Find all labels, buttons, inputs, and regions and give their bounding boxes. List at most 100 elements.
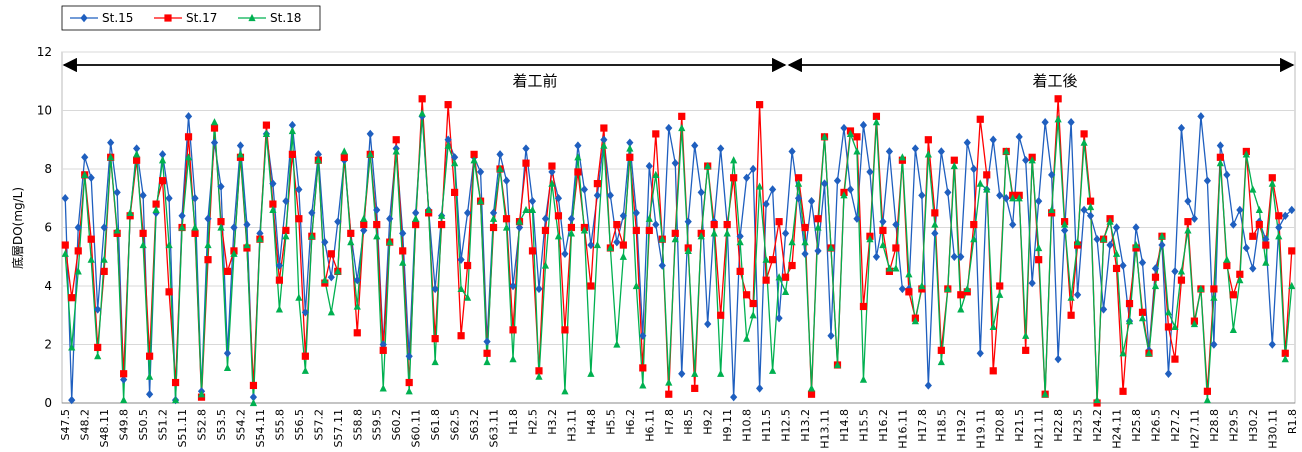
marker bbox=[639, 331, 647, 340]
marker bbox=[762, 199, 770, 209]
y-tick-label: 2 bbox=[44, 338, 52, 352]
marker bbox=[457, 332, 465, 340]
marker bbox=[781, 273, 790, 281]
x-tick-label: H28.8 bbox=[1208, 409, 1221, 442]
marker bbox=[691, 384, 699, 392]
marker bbox=[451, 188, 459, 196]
marker bbox=[840, 123, 848, 133]
marker bbox=[859, 375, 868, 383]
marker bbox=[61, 241, 69, 249]
marker bbox=[554, 232, 563, 240]
x-tick-label: H9.2 bbox=[702, 409, 715, 435]
marker bbox=[561, 387, 569, 395]
marker bbox=[528, 247, 537, 255]
marker bbox=[671, 229, 679, 237]
x-tick-label: H4.8 bbox=[585, 409, 598, 435]
marker bbox=[756, 101, 764, 109]
marker bbox=[68, 294, 76, 302]
x-tick-label: H30.11 bbox=[1266, 409, 1279, 449]
marker bbox=[223, 349, 232, 358]
marker bbox=[814, 246, 822, 256]
marker bbox=[282, 226, 290, 235]
marker bbox=[970, 235, 978, 243]
x-tick-label: H9.11 bbox=[721, 409, 734, 442]
marker bbox=[444, 135, 452, 144]
marker bbox=[1125, 299, 1134, 308]
x-tick-label: H23.5 bbox=[1072, 409, 1085, 442]
annotation: 着工後 bbox=[1032, 72, 1077, 90]
marker bbox=[872, 112, 881, 120]
marker bbox=[853, 214, 861, 223]
x-tick-label: S52.8 bbox=[196, 409, 209, 440]
marker bbox=[736, 267, 744, 275]
marker bbox=[1054, 95, 1062, 103]
marker bbox=[87, 173, 95, 182]
marker bbox=[282, 232, 290, 240]
marker bbox=[859, 302, 868, 311]
x-tick-label: H26.5 bbox=[1149, 409, 1162, 442]
marker bbox=[1203, 395, 1211, 404]
marker bbox=[807, 390, 816, 398]
marker bbox=[178, 211, 186, 220]
marker bbox=[399, 247, 407, 255]
marker bbox=[801, 238, 809, 246]
marker bbox=[931, 220, 939, 228]
marker bbox=[1028, 278, 1036, 288]
x-tick-label: H30.2 bbox=[1247, 409, 1260, 442]
x-tick-label: H6.11 bbox=[643, 409, 656, 442]
marker bbox=[522, 205, 530, 214]
marker bbox=[1080, 205, 1088, 215]
marker bbox=[217, 218, 225, 226]
marker bbox=[217, 182, 225, 191]
marker bbox=[158, 177, 167, 185]
marker bbox=[191, 194, 199, 203]
marker bbox=[736, 238, 744, 246]
x-tick-label: H19.2 bbox=[955, 409, 968, 442]
x-tick-label: H29.5 bbox=[1227, 409, 1240, 442]
marker bbox=[451, 159, 459, 167]
marker bbox=[457, 255, 465, 264]
marker bbox=[249, 398, 258, 407]
marker bbox=[574, 168, 582, 176]
marker bbox=[996, 282, 1004, 290]
x-tick-label: S55.8 bbox=[273, 409, 286, 440]
marker bbox=[81, 170, 89, 178]
marker bbox=[879, 217, 887, 226]
x-tick-label: S49.8 bbox=[118, 409, 131, 440]
x-tick-label: S54.2 bbox=[234, 409, 247, 440]
marker bbox=[509, 281, 517, 291]
marker bbox=[522, 159, 530, 167]
marker bbox=[704, 319, 712, 329]
marker bbox=[1061, 220, 1069, 228]
marker bbox=[386, 238, 394, 246]
marker bbox=[1255, 205, 1263, 214]
marker bbox=[833, 360, 842, 369]
marker bbox=[613, 237, 621, 247]
x-tick-label: H3.2 bbox=[546, 409, 559, 435]
marker bbox=[1171, 322, 1179, 331]
marker bbox=[249, 381, 258, 390]
marker bbox=[353, 275, 361, 285]
marker bbox=[613, 340, 621, 348]
x-tick-label: S48.2 bbox=[79, 409, 92, 440]
marker bbox=[1268, 174, 1276, 182]
marker bbox=[1164, 323, 1173, 331]
marker bbox=[535, 367, 543, 375]
marker bbox=[392, 136, 400, 144]
marker bbox=[996, 290, 1004, 298]
marker bbox=[476, 167, 485, 177]
marker bbox=[509, 355, 517, 363]
marker bbox=[1229, 325, 1237, 333]
marker bbox=[619, 252, 627, 260]
marker bbox=[275, 261, 283, 270]
marker bbox=[74, 247, 82, 255]
marker bbox=[807, 196, 816, 206]
marker bbox=[107, 153, 115, 161]
x-tick-label: H22.8 bbox=[1052, 409, 1065, 442]
marker bbox=[548, 179, 556, 187]
marker bbox=[1112, 249, 1121, 257]
marker bbox=[710, 229, 718, 237]
marker bbox=[191, 229, 199, 237]
marker bbox=[924, 136, 932, 144]
marker bbox=[587, 369, 595, 377]
